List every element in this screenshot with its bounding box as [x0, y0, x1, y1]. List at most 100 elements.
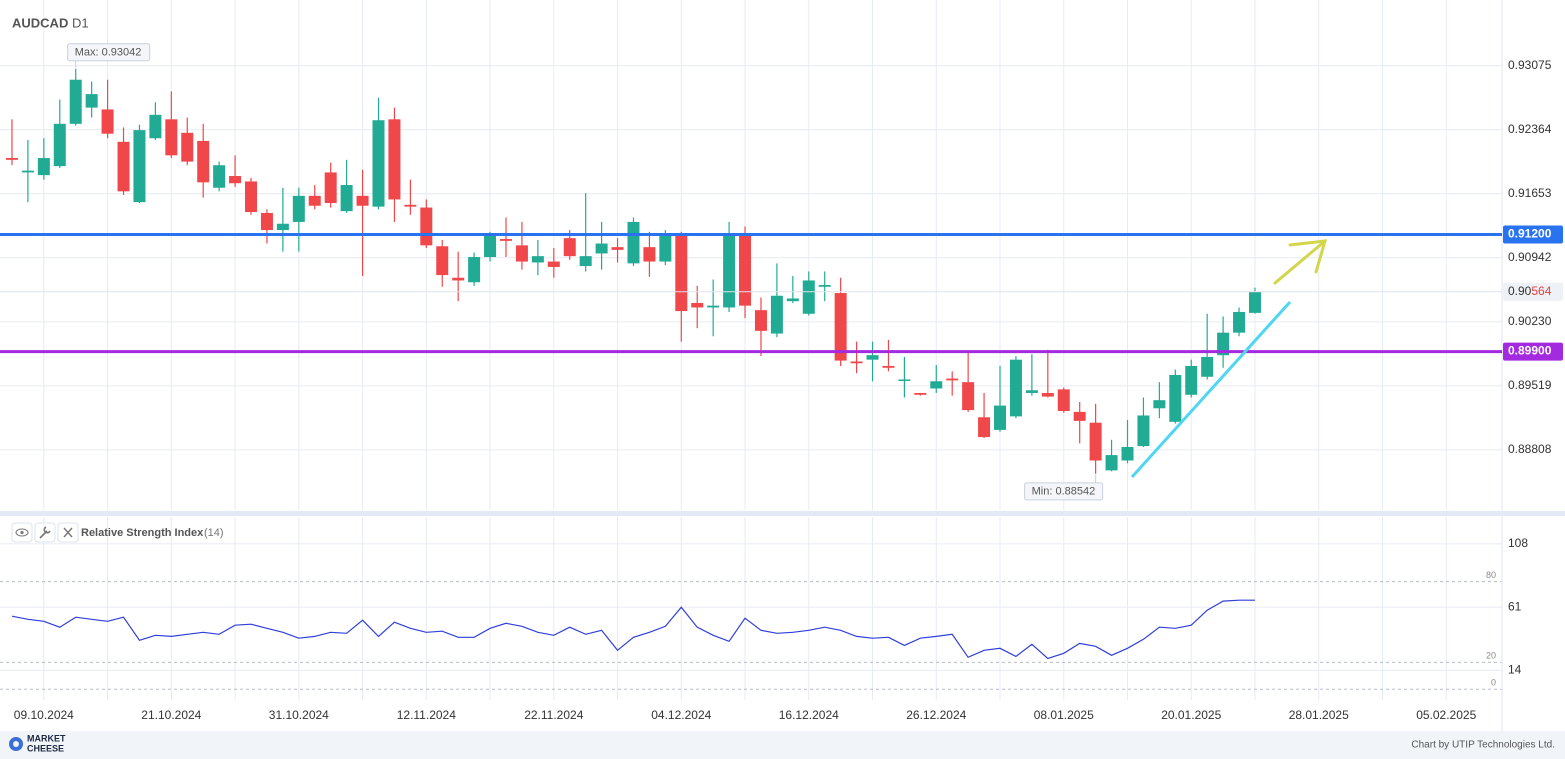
x-tick-label: 09.10.2024: [14, 708, 74, 722]
trend-line: [1130, 300, 1292, 479]
candle-body: [563, 238, 576, 257]
candle-body: [1073, 411, 1086, 421]
candle-body: [499, 239, 512, 241]
logo-text: CHEESE: [27, 743, 64, 753]
candle-body: [643, 247, 656, 262]
candle-body: [611, 247, 624, 250]
y-tick-label: 108: [1508, 536, 1528, 550]
candle-body: [946, 378, 959, 381]
candle-body: [754, 310, 767, 331]
arrow-head: [1288, 239, 1328, 274]
logo: MARKET CHEESE: [9, 733, 66, 753]
x-tick-label: 22.11.2024: [524, 708, 583, 722]
eye-icon: [15, 528, 29, 537]
candle-body: [547, 261, 560, 267]
candle-body: [1185, 365, 1198, 395]
candle-body: [292, 195, 305, 222]
eye-pupil: [20, 530, 24, 535]
candle-body: [356, 195, 369, 206]
x-tick-label: 28.01.2025: [1289, 708, 1349, 722]
candle-body: [515, 245, 528, 262]
logo-mark-hole: [13, 741, 19, 747]
price-layer: 0.91200 0.89900 0.90564 Max: 0.93042 Min: 0.…: [0, 43, 1563, 501]
arrow-shaft: [1273, 239, 1327, 285]
candle-body: [739, 233, 752, 306]
candle-body: [1025, 390, 1038, 393]
indicator-title: Relative Strength Index: [81, 527, 204, 539]
candle-body: [1105, 455, 1118, 471]
y-tick-label: 0.88808: [1508, 442, 1552, 456]
min-label-box: [1024, 482, 1104, 501]
candle-body: [5, 158, 18, 160]
candle-body: [340, 185, 353, 212]
candle-body: [1009, 359, 1022, 417]
candle-body: [69, 79, 82, 124]
candle-body: [181, 132, 194, 162]
last-price-box: [1503, 282, 1563, 301]
candle-body: [1121, 446, 1134, 461]
candle-body: [723, 233, 736, 308]
candle-body: [308, 195, 321, 206]
candle-body: [1217, 332, 1230, 356]
candle-body: [914, 392, 927, 395]
candle-body: [260, 212, 273, 231]
candle-body: [149, 114, 162, 139]
footer-bar: [0, 731, 1565, 759]
candle-body: [994, 405, 1007, 430]
candle-body: [818, 284, 831, 287]
candle-body: [675, 233, 688, 312]
rsi-line: [11, 599, 1255, 660]
x-tick-label: 21.10.2024: [141, 708, 201, 722]
y-tick-label: 0.90230: [1508, 314, 1552, 328]
symbol-title: AUDCAD: [12, 15, 68, 30]
candle-body: [962, 382, 975, 411]
credit: Chart by UTIP Technologies Ltd.: [1411, 740, 1555, 751]
candle-body: [1153, 400, 1166, 409]
candle-body: [866, 355, 879, 360]
candle-body: [213, 165, 226, 188]
x-tick-label: 26.12.2024: [906, 708, 966, 722]
x-tick-label: 12.11.2024: [397, 708, 456, 722]
candle-body: [786, 298, 799, 302]
candle-body: [101, 109, 114, 134]
candle-body: [978, 417, 991, 438]
x-tick-label: 20.01.2025: [1161, 708, 1221, 722]
candle-body: [21, 170, 34, 173]
candle-body: [1137, 415, 1150, 447]
candle-body: [1201, 356, 1214, 377]
y-tick-label: 0.90942: [1508, 250, 1552, 264]
candle-body: [898, 379, 911, 381]
candle-body: [229, 176, 242, 184]
last-price-label: 0.90564: [1508, 284, 1552, 298]
forecast-arrow: [1273, 239, 1328, 285]
candle-body: [133, 130, 146, 203]
x-tick-label: 16.12.2024: [779, 708, 839, 722]
y-tick-label: 0.93075: [1508, 58, 1552, 72]
candle-body: [37, 158, 50, 176]
pane-separator: [0, 511, 1565, 516]
candle-body: [404, 204, 417, 207]
candle-body: [324, 172, 337, 204]
close-icon: [63, 527, 73, 538]
max-label: Max: 0.93042: [75, 47, 142, 59]
candle-body: [165, 119, 178, 156]
candle-body: [85, 94, 98, 108]
logo-text: MARKET: [27, 733, 66, 743]
candle-body: [1169, 374, 1182, 422]
y-tick-label: 0.91653: [1508, 186, 1552, 200]
candle-body: [802, 280, 815, 314]
candle-body: [276, 223, 289, 231]
y-tick-label: 0.89519: [1508, 378, 1552, 392]
candle-body: [595, 243, 608, 254]
timeframe: D1: [72, 15, 89, 30]
candle-body: [1041, 392, 1054, 397]
candle-body: [627, 221, 640, 264]
candle-body: [531, 256, 544, 263]
indicator-period: (14): [204, 527, 224, 539]
candle-body: [579, 256, 592, 267]
candle-body: [468, 257, 481, 283]
candle-body: [707, 305, 720, 308]
max-label-box: [67, 43, 151, 62]
